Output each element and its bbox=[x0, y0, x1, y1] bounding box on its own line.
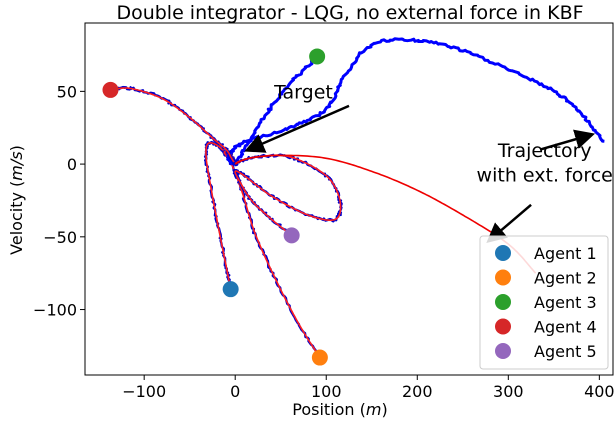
y-axis-label-main: Velocity bbox=[7, 192, 26, 255]
y-tick-label: 50 bbox=[57, 82, 77, 101]
x-tick-label: 400 bbox=[584, 382, 615, 401]
x-tick-label: 0 bbox=[230, 382, 240, 401]
annotation-arrow bbox=[244, 104, 350, 153]
annotation-text: with ext. force bbox=[477, 165, 613, 187]
trajectory-line bbox=[110, 87, 236, 165]
trajectory-noise bbox=[226, 37, 605, 166]
y-tick-label: −50 bbox=[43, 228, 77, 247]
y-tick-label: 0 bbox=[67, 155, 77, 174]
legend-marker bbox=[495, 294, 511, 310]
annotations: Target Trajectory with ext. force bbox=[244, 82, 613, 243]
y-tick-label: −100 bbox=[33, 301, 77, 320]
plot-frame bbox=[84, 22, 614, 376]
agent-marker bbox=[222, 281, 239, 298]
legend-marker bbox=[495, 343, 511, 359]
trajectory-noise bbox=[232, 153, 343, 237]
legend-box bbox=[479, 235, 609, 370]
x-axis-label-main: Position bbox=[292, 400, 354, 419]
trajectory-noise bbox=[109, 85, 238, 167]
legend-label: Agent 1 bbox=[534, 244, 597, 263]
agent-marker bbox=[311, 349, 328, 366]
trajectory-noise bbox=[234, 54, 319, 166]
chart-title: Double integrator - LQG, no external for… bbox=[116, 2, 583, 24]
annotation-arrow bbox=[486, 203, 532, 243]
agent-marker bbox=[309, 48, 326, 65]
x-axis-label: Position (m) bbox=[292, 400, 387, 419]
legend-label: Agent 2 bbox=[534, 269, 597, 288]
agent-marker bbox=[102, 81, 119, 98]
y-axis-label: Velocity (m/s) bbox=[7, 145, 26, 255]
annotation-arrow bbox=[539, 129, 596, 151]
legend-label: Agent 5 bbox=[534, 342, 597, 361]
legend-marker bbox=[495, 318, 511, 335]
legend: Agent 1 Agent 2 Agent 3 Agent 4 Agent 5 bbox=[479, 235, 609, 370]
series-group bbox=[109, 37, 605, 358]
legend-marker bbox=[495, 245, 511, 261]
annotation-text: Target bbox=[273, 82, 333, 104]
agent-markers bbox=[102, 48, 328, 366]
legend-label: Agent 4 bbox=[534, 318, 597, 337]
agent-marker bbox=[283, 227, 300, 244]
x-axis-label-unit: m bbox=[366, 400, 382, 419]
x-tick-label: −100 bbox=[122, 382, 166, 401]
legend-marker bbox=[495, 269, 511, 286]
x-tick-label: 100 bbox=[311, 382, 342, 401]
annotation-text: Trajectory bbox=[497, 140, 592, 162]
y-axis-label-unit: m/s bbox=[7, 151, 26, 180]
legend-label: Agent 3 bbox=[534, 293, 597, 312]
x-tick-label: 200 bbox=[402, 382, 433, 401]
x-tick-label: 300 bbox=[493, 382, 524, 401]
